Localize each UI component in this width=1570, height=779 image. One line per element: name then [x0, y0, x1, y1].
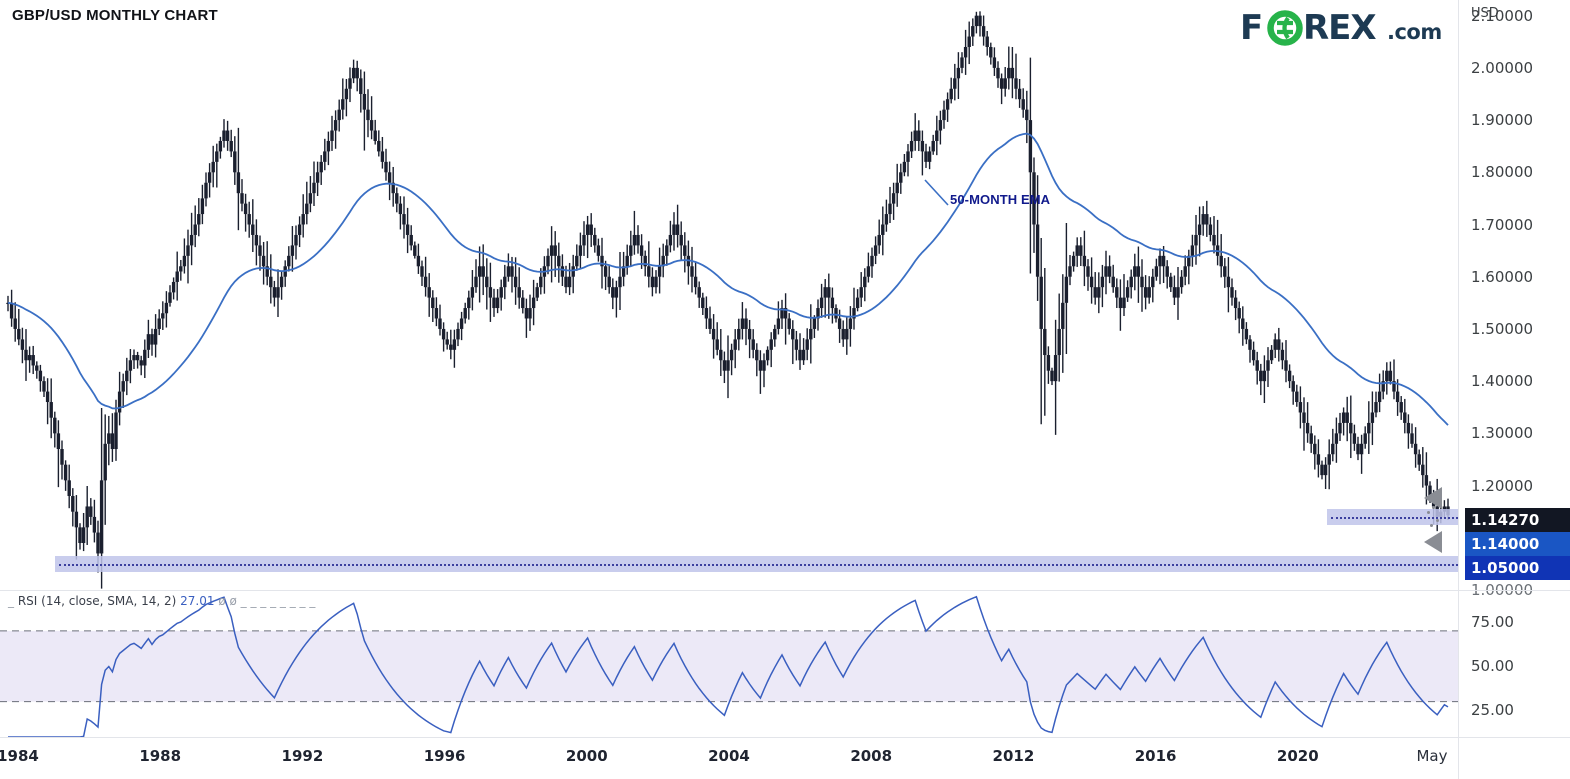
- price-tick-1.60000: 1.60000: [1471, 267, 1534, 286]
- time-tick-2000: 2000: [565, 747, 608, 765]
- price-axis-unit: USD: [1471, 6, 1499, 21]
- forex-com-logo: F REX .com: [1240, 8, 1452, 48]
- cursor-trail-dot-4: [1436, 519, 1439, 522]
- cursor-arrow-lower: [1424, 531, 1442, 553]
- price-pane[interactable]: 50-MONTH EMA: [0, 0, 1458, 590]
- time-tick-1992: 1992: [281, 747, 324, 765]
- price-tick-1.90000: 1.90000: [1471, 111, 1534, 130]
- time-tick-2020: 2020: [1276, 747, 1319, 765]
- rsi-pane[interactable]: _ RSI (14, close, SMA, 14, 2) 27.01 ø ø …: [0, 592, 1458, 737]
- rsi-legend-value: 27.01: [180, 594, 215, 608]
- rsi-legend-dash-left: _: [8, 594, 18, 608]
- rsi-series-svg: [0, 595, 1458, 737]
- axis-pane-divider: [1459, 590, 1570, 591]
- price-tick-1.70000: 1.70000: [1471, 215, 1534, 234]
- svg-text:.com: .com: [1387, 20, 1442, 44]
- ema-label-leader-line: [924, 179, 949, 206]
- rsi-legend-extra-1: ø: [218, 594, 226, 608]
- support-zone-1-14-line: [1331, 516, 1458, 519]
- price-tick-1.50000: 1.50000: [1471, 319, 1534, 338]
- time-tick-1988: 1988: [139, 747, 182, 765]
- price-series-svg: [6, 11, 1450, 589]
- support-level-badge-1[interactable]: 1.14000: [1465, 532, 1570, 556]
- price-tick-1.30000: 1.30000: [1471, 424, 1534, 443]
- rsi-legend[interactable]: _ RSI (14, close, SMA, 14, 2) 27.01 ø ø …: [8, 594, 315, 608]
- rsi-tick-50.00: 50.00: [1471, 657, 1514, 676]
- support-zone-1-05-line: [59, 563, 1458, 566]
- svg-text:REX: REX: [1303, 8, 1376, 48]
- last-price-badge[interactable]: 1.14270: [1465, 508, 1570, 532]
- ema-50-line: [7, 132, 1449, 426]
- chart-plot-area[interactable]: 50-MONTH EMA _ RSI (14, close, SMA, 14, …: [0, 0, 1458, 737]
- time-tick-1984: 1984: [0, 747, 39, 765]
- time-tick-2008: 2008: [850, 747, 893, 765]
- rsi-legend-params: (14, close, SMA, 14, 2): [41, 594, 177, 608]
- time-tick-1996: 1996: [423, 747, 466, 765]
- price-axis[interactable]: USD 2.10000 2.00000 1.90000 1.80000 1.70000 1…: [1458, 0, 1570, 737]
- price-tick-1.80000: 1.80000: [1471, 163, 1534, 182]
- time-tick-2004: 2004: [708, 747, 750, 765]
- time-tick-2016: 2016: [1134, 747, 1177, 765]
- pane-divider: [0, 590, 1458, 591]
- forex-logo-svg: F REX .com: [1240, 8, 1442, 48]
- price-bars: [6, 11, 1450, 589]
- price-tick-2.00000: 2.00000: [1471, 58, 1534, 77]
- ema-annotation-label: 50-MONTH EMA: [950, 192, 1051, 207]
- support-level-badge-2[interactable]: 1.05000: [1465, 556, 1570, 580]
- cursor-trail-dot-2: [1432, 506, 1435, 509]
- time-axis-right-corner: [1458, 737, 1570, 779]
- price-tick-2.10000: 2.10000: [1471, 6, 1534, 25]
- cursor-arrow-upper: [1424, 487, 1442, 509]
- time-tick-2012: 2012: [992, 747, 1035, 765]
- rsi-legend-dash-right: _ _ _ _ _ _ _ _: [236, 594, 316, 608]
- time-axis[interactable]: 1984 1988 1992 1996 2000 2004 2008 2012 2016 2020…: [0, 737, 1458, 779]
- page-title: GBP/USD MONTHLY CHART: [12, 7, 218, 24]
- rsi-tick-25.00: 25.00: [1471, 701, 1514, 720]
- cursor-trail-dot-3: [1430, 524, 1433, 527]
- rsi-band-fill: [0, 630, 1458, 702]
- rsi-legend-name: RSI: [17, 594, 38, 608]
- cursor-trail-dot-1: [1427, 511, 1430, 514]
- rsi-tick-75.00: 75.00: [1471, 613, 1514, 632]
- rsi-line: [8, 595, 1449, 737]
- time-tick-last: May: [1416, 747, 1448, 765]
- price-tick-1.40000: 1.40000: [1471, 372, 1534, 391]
- price-tick-1.20000: 1.20000: [1471, 476, 1534, 495]
- svg-text:F: F: [1240, 8, 1262, 48]
- rsi-legend-extra-2: ø: [229, 594, 237, 608]
